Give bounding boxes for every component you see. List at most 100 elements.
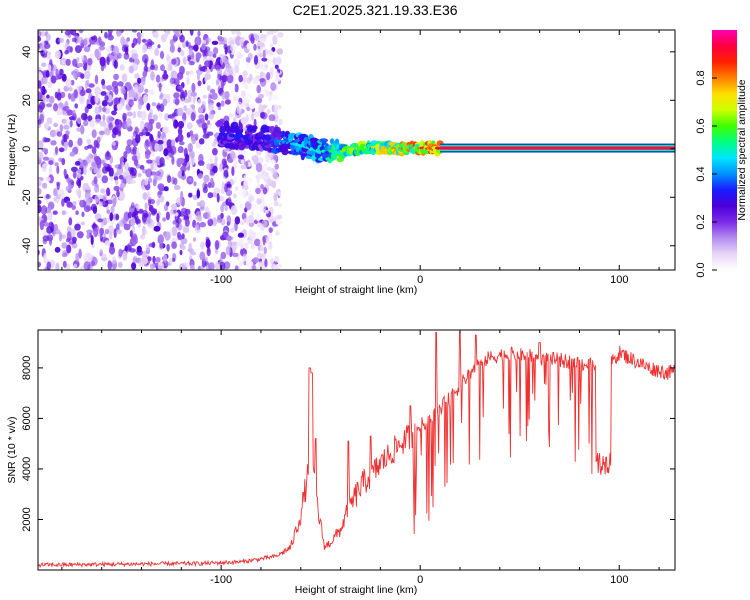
noise-blob	[122, 250, 128, 261]
noise-blob	[91, 260, 95, 267]
noise-blob	[254, 34, 259, 42]
noise-blob	[268, 240, 273, 251]
noise-blob	[78, 30, 84, 34]
signal-blob	[238, 122, 243, 131]
noise-blob	[180, 49, 185, 57]
noise-blob	[137, 172, 142, 178]
noise-blob	[130, 217, 136, 227]
noise-blob	[211, 92, 218, 100]
noise-blob	[146, 159, 153, 164]
noise-blob	[269, 43, 273, 48]
noise-blob	[73, 263, 78, 268]
noise-blob	[116, 30, 122, 37]
noise-blob	[43, 162, 48, 167]
noise-blob	[267, 49, 274, 56]
noise-blob	[38, 80, 42, 89]
noise-blob	[261, 57, 268, 62]
noise-blob	[219, 163, 223, 172]
noise-blob	[86, 229, 93, 234]
chart-title: C2E1.2025.321.19.33.E36	[292, 2, 457, 18]
noise-blob	[204, 68, 212, 73]
noise-blob	[169, 44, 175, 53]
noise-blob	[221, 74, 228, 83]
noise-blob	[50, 75, 57, 84]
noise-blob	[164, 113, 170, 121]
noise-blob	[231, 166, 235, 177]
noise-blob	[121, 73, 128, 83]
noise-blob	[194, 36, 202, 46]
noise-blob	[113, 228, 117, 239]
noise-blob	[162, 73, 169, 80]
noise-blob	[276, 48, 284, 55]
noise-blob	[213, 47, 219, 55]
noise-blob	[246, 58, 251, 64]
y-tick-label: 8000	[21, 356, 33, 380]
noise-blob	[201, 100, 206, 110]
noise-blob	[153, 64, 159, 71]
noise-blob	[83, 38, 88, 47]
noise-blob	[275, 230, 280, 236]
noise-blob	[185, 40, 189, 48]
noise-blob	[226, 235, 232, 241]
noise-blob	[214, 240, 220, 250]
noise-blob	[129, 248, 136, 253]
noise-blob	[239, 220, 245, 226]
noise-blob	[220, 204, 225, 213]
noise-blob	[75, 210, 79, 215]
noise-blob	[142, 70, 147, 78]
noise-blob	[38, 30, 42, 37]
noise-blob	[242, 253, 248, 262]
noise-blob	[86, 252, 93, 263]
noise-blob	[174, 212, 179, 217]
noise-blob	[112, 198, 117, 208]
noise-blob	[235, 30, 241, 35]
noise-blob	[135, 215, 139, 225]
noise-blob	[159, 242, 164, 250]
noise-blob	[212, 53, 217, 58]
y-tick-label: 4000	[21, 457, 33, 481]
noise-blob	[55, 146, 58, 155]
x-tick-label: 0	[417, 274, 423, 286]
noise-blob	[47, 64, 52, 73]
noise-blob	[137, 101, 142, 110]
noise-blob	[143, 94, 148, 103]
noise-blob	[80, 221, 86, 226]
noise-blob	[77, 137, 83, 146]
noise-blob	[75, 252, 80, 263]
noise-blob	[190, 157, 195, 166]
noise-blob	[271, 180, 277, 189]
noise-blob	[116, 103, 123, 111]
noise-blob	[86, 79, 90, 87]
noise-blob	[131, 30, 138, 33]
noise-blob	[119, 156, 125, 163]
noise-blob	[142, 192, 148, 201]
noise-blob	[222, 54, 227, 60]
noise-blob	[244, 84, 249, 90]
noise-blob	[38, 187, 42, 195]
noise-blob	[64, 30, 71, 36]
noise-blob	[202, 122, 208, 132]
noise-blob	[113, 185, 120, 192]
noise-blob	[159, 50, 165, 60]
noise-blob	[153, 174, 158, 184]
noise-blob	[94, 86, 101, 96]
noise-blob	[79, 199, 84, 206]
noise-blob	[102, 194, 108, 202]
noise-blob	[217, 214, 222, 220]
noise-blob	[61, 242, 68, 249]
colorbar-tick-label: 0.6	[695, 118, 707, 133]
noise-blob	[114, 85, 119, 95]
noise-blob	[156, 102, 161, 112]
noise-blob	[234, 83, 239, 93]
noise-blob	[229, 151, 236, 160]
noise-blob	[80, 112, 88, 121]
noise-blob	[182, 224, 190, 234]
noise-blob	[113, 59, 118, 69]
noise-blob	[256, 84, 262, 94]
noise-blob	[203, 174, 210, 183]
noise-blob	[101, 175, 109, 184]
noise-blob	[126, 118, 132, 128]
noise-blob	[99, 56, 106, 67]
noise-blob	[128, 65, 134, 74]
noise-blob	[162, 137, 168, 147]
